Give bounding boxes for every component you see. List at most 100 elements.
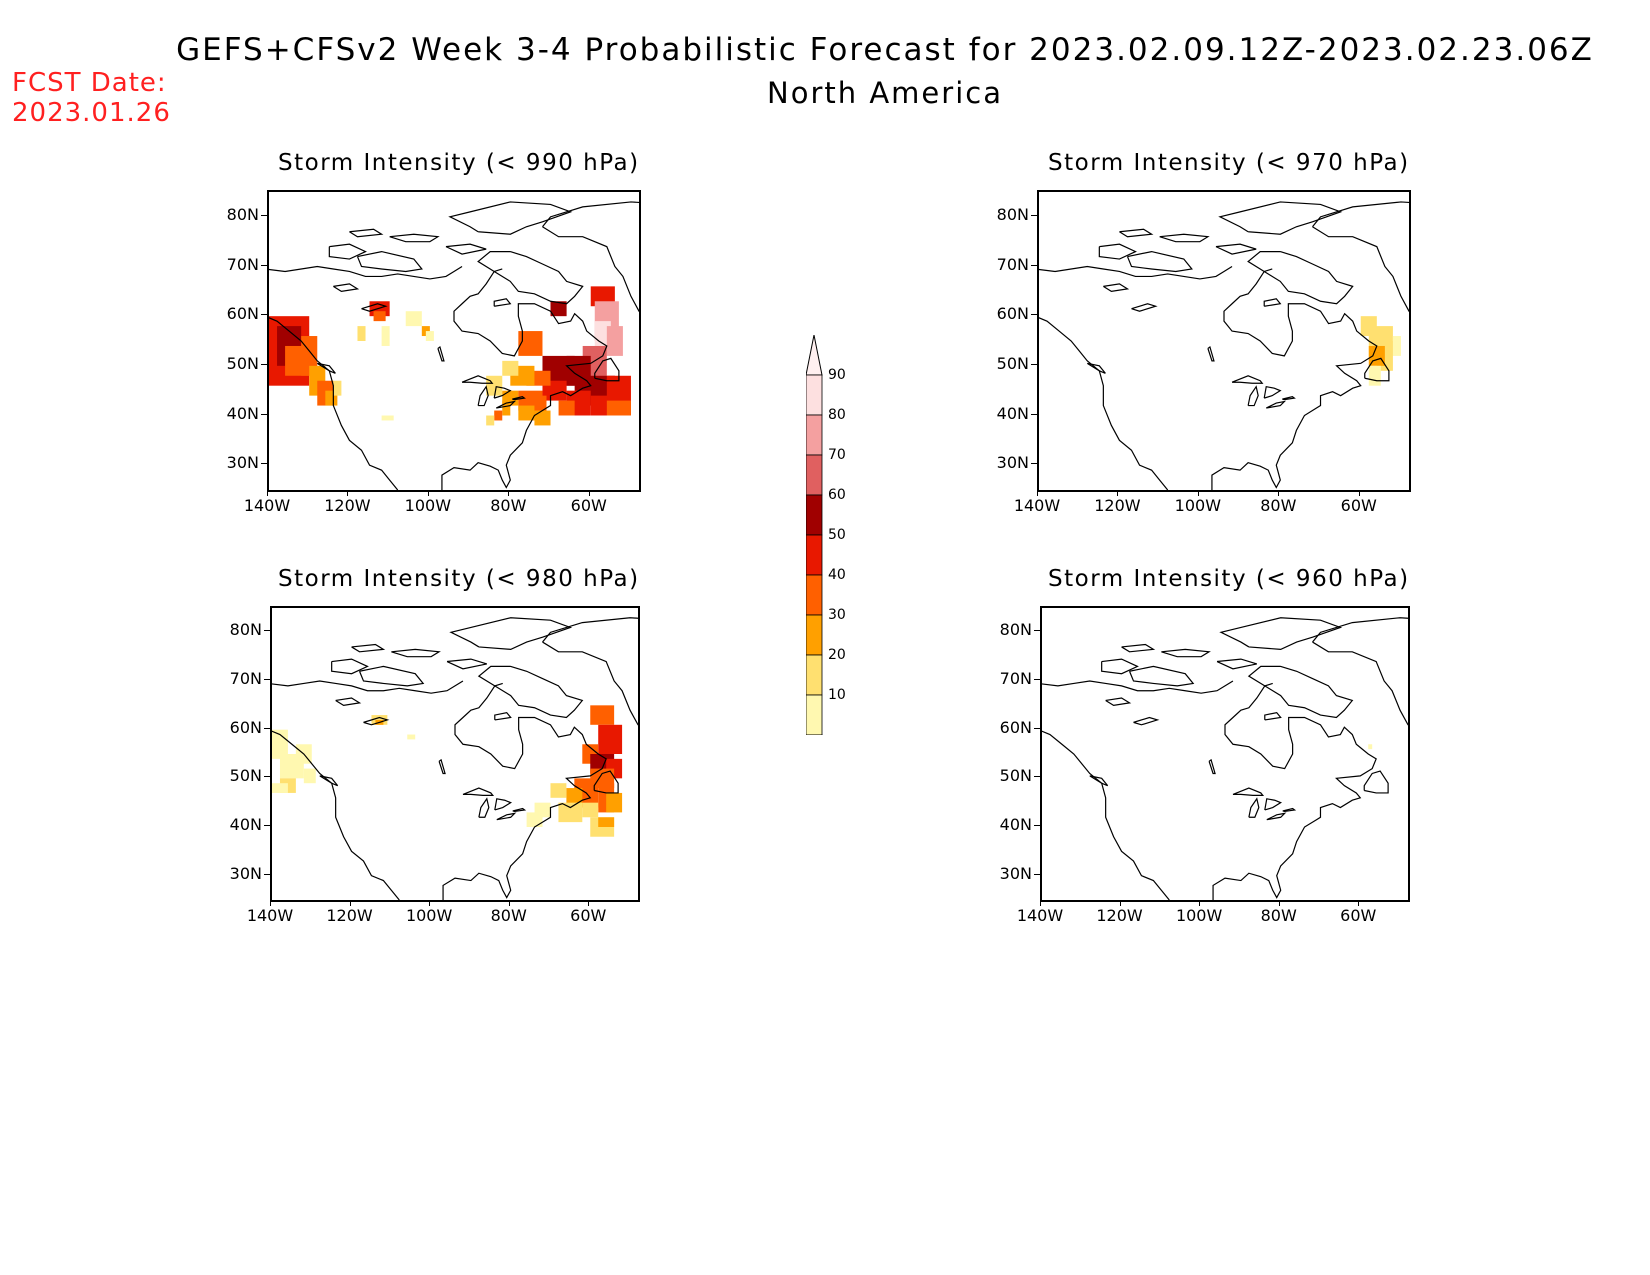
colorbar-label: 20 [828, 647, 846, 663]
coastline [493, 385, 512, 399]
lon-label: 140W [246, 906, 294, 925]
coastline [391, 648, 441, 658]
lon-tick [508, 490, 510, 496]
probability-cell [303, 768, 316, 784]
coastline [478, 797, 490, 818]
coastline [446, 658, 488, 670]
colorbar-label: 80 [828, 407, 846, 423]
sub-title: North America [767, 76, 1003, 110]
probability-cell [486, 375, 503, 396]
lat-tick [1034, 630, 1040, 632]
colorbar-top-triangle [806, 335, 823, 376]
coastline [1121, 643, 1156, 653]
lon-tick [270, 900, 271, 906]
coastline [1105, 697, 1132, 706]
colorbar-swatch [806, 574, 823, 616]
lon-tick [1037, 490, 1038, 496]
coastline [1119, 228, 1154, 238]
map-graphic [272, 617, 638, 900]
probability-cell [407, 734, 416, 740]
lat-label: 80N [996, 204, 1029, 224]
coastline [477, 250, 584, 305]
fcst-date-value: 2023.01.26 [12, 98, 171, 128]
lat-tick [1034, 825, 1040, 826]
probability-cell [594, 321, 611, 351]
lon-label: 100W [404, 496, 452, 515]
lon-label: 140W [1016, 906, 1064, 925]
panel-title: Storm Intensity (< 960 hPa) [1048, 566, 1410, 592]
lon-label: 120W [324, 496, 371, 515]
coastline [1248, 797, 1260, 818]
coastline [333, 283, 360, 292]
probability-cell [381, 326, 390, 346]
lat-label: 80N [999, 620, 1032, 640]
lon-label: 60W [570, 906, 607, 925]
probability-cell [272, 729, 288, 759]
coastline [1215, 243, 1257, 255]
lat-tick [264, 727, 270, 729]
map-p960 [1040, 606, 1410, 902]
lon-tick [588, 900, 590, 906]
coastline [1263, 298, 1282, 307]
lon-tick [508, 900, 510, 906]
coastline [1247, 385, 1259, 407]
colorbar-label: 30 [828, 607, 846, 623]
coastline [1266, 812, 1287, 821]
coastline [389, 233, 440, 243]
probability-cell [590, 705, 615, 725]
coastline [495, 400, 517, 409]
lon-tick [1199, 900, 1201, 906]
lat-label: 60N [226, 304, 259, 324]
lat-label: 70N [999, 669, 1032, 688]
lat-tick [261, 214, 267, 216]
lat-tick [1031, 214, 1037, 216]
lon-label: 120W [1094, 496, 1141, 515]
colorbar-label: 70 [828, 447, 846, 463]
coastline [1264, 798, 1283, 811]
coastline [448, 201, 573, 235]
lat-tick [1031, 413, 1037, 415]
coastline [1207, 345, 1215, 362]
lat-label: 60N [996, 304, 1029, 324]
coastline [1282, 807, 1297, 813]
lat-tick [264, 679, 270, 680]
coastline [1219, 617, 1343, 650]
probability-cell [550, 301, 567, 317]
lat-label: 80N [229, 620, 262, 640]
coastline [319, 775, 339, 787]
panel-title: Storm Intensity (< 990 hPa) [278, 150, 640, 176]
lon-tick [427, 490, 429, 496]
lat-label: 70N [226, 254, 259, 274]
coastline [1098, 243, 1137, 260]
coastline [1218, 201, 1343, 235]
coastline [1089, 775, 1109, 787]
coastline [1103, 283, 1130, 292]
lon-tick [1119, 900, 1121, 906]
map-graphic [1042, 617, 1408, 900]
lat-label: 40N [226, 403, 259, 423]
coastline [1211, 268, 1378, 490]
probability-cell [542, 380, 567, 401]
probability-cell [606, 326, 623, 356]
colorbar-swatch [806, 694, 823, 735]
lat-label: 70N [996, 254, 1029, 274]
probability-cell [357, 326, 366, 341]
coastline [1126, 250, 1193, 273]
panel-title: Storm Intensity (< 980 hPa) [278, 566, 640, 592]
coastline [1363, 770, 1389, 794]
lat-tick [1031, 363, 1037, 365]
coastline [477, 385, 489, 407]
probability-cell [333, 380, 342, 396]
probability-cell [421, 326, 430, 337]
lat-label: 60N [999, 717, 1032, 737]
probability-cell [558, 802, 583, 823]
lat-tick [1034, 679, 1040, 680]
coastline [1101, 658, 1139, 675]
lat-tick [261, 264, 267, 266]
coastline [1247, 665, 1354, 719]
lon-tick [1358, 900, 1360, 906]
lat-tick [261, 463, 267, 465]
lat-tick [1031, 463, 1037, 465]
coastline [512, 807, 527, 813]
map-graphic [269, 201, 639, 490]
